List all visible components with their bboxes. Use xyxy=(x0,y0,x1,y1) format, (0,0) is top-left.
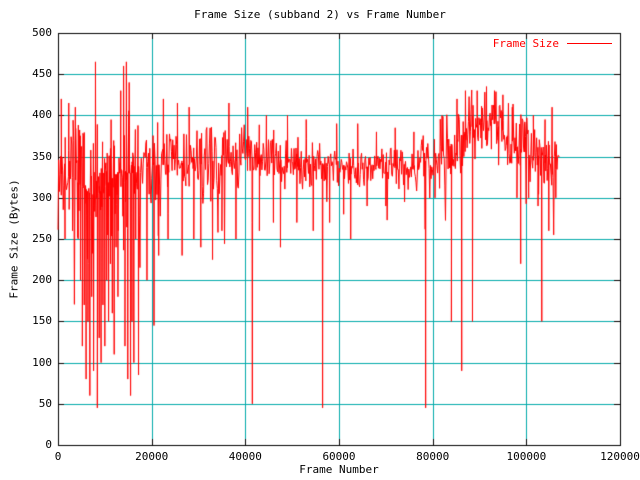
x-tick-label: 40000 xyxy=(228,450,262,463)
chart-title: Frame Size (subband 2) vs Frame Number xyxy=(194,8,446,21)
y-tick-label: 50 xyxy=(38,396,52,410)
y-tick-label: 450 xyxy=(32,67,52,81)
y-tick-label: 250 xyxy=(32,232,52,245)
x-tick-label: 120000 xyxy=(600,450,640,463)
legend-label: Frame Size xyxy=(492,37,559,50)
legend: Frame Size xyxy=(493,37,612,50)
x-tick-label: 0 xyxy=(54,450,62,463)
x-axis-label: Frame Number xyxy=(299,463,379,476)
y-tick-label: 150 xyxy=(32,314,52,328)
legend-line-sample-icon xyxy=(567,43,612,44)
y-tick-label: 400 xyxy=(32,108,52,122)
y-tick-label: 300 xyxy=(32,190,52,204)
x-tick-label: 100000 xyxy=(506,450,547,463)
x-tick-label: 60000 xyxy=(322,450,356,463)
y-tick-label: 500 xyxy=(32,26,52,39)
y-tick-label: 350 xyxy=(32,149,52,163)
x-tick-label: 20000 xyxy=(135,450,169,463)
y-tick-label: 0 xyxy=(45,438,52,451)
y-tick-label: 100 xyxy=(32,355,52,369)
x-tick-label: 80000 xyxy=(416,450,450,463)
y-tick-label: 200 xyxy=(32,273,52,287)
